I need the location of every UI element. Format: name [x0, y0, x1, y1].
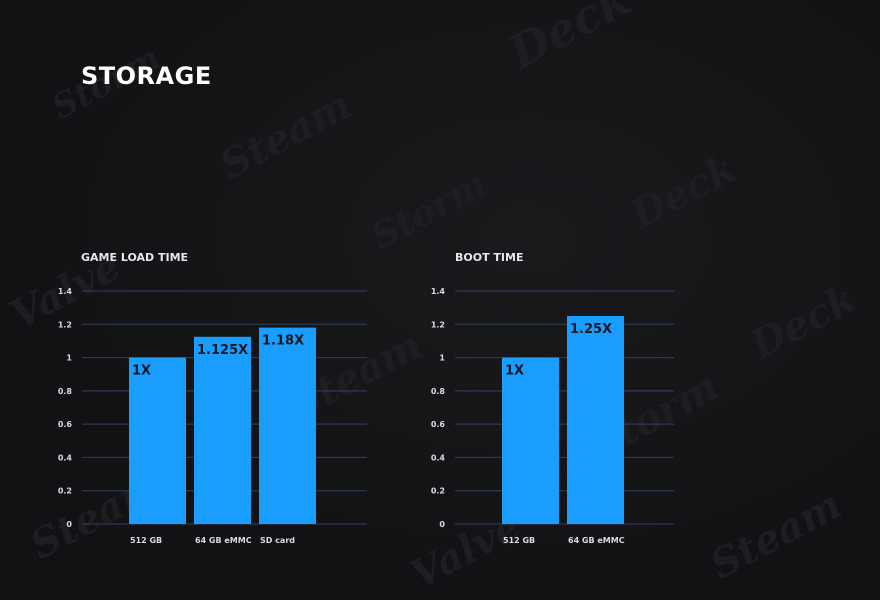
- page-title: STORAGE: [81, 62, 212, 90]
- game-load-bar-label: 1.125X: [197, 343, 248, 358]
- boot-y-tick-label: 1.4: [431, 287, 446, 296]
- boot-category-label: 512 GB: [503, 536, 535, 545]
- game-load-y-tick-label: 1.4: [58, 287, 73, 296]
- boot-y-tick-label: 1: [439, 354, 445, 363]
- boot-y-tick-label: 1.2: [431, 320, 445, 329]
- game-load-category-label: 512 GB: [130, 536, 162, 545]
- boot-y-tick-label: 0.8: [431, 387, 446, 396]
- game-load-y-tick-label: 0.8: [58, 387, 73, 396]
- boot-time-chart: BOOT TIME 0 0.2 0.4 0.6 0.8 1 1.2 1.4 1X 512 GB 1.2…: [431, 251, 674, 545]
- game-load-bar: [259, 327, 316, 524]
- game-load-y-tick-label: 1: [66, 354, 72, 363]
- boot-y-tick-label: 0.4: [431, 453, 446, 462]
- game-load-chart-title: GAME LOAD TIME: [81, 251, 188, 264]
- game-load-y-tick-label: 0: [66, 520, 72, 529]
- boot-bar: [567, 315, 624, 524]
- svg-text:Deck: Deck: [622, 145, 744, 240]
- boot-category-label: 64 GB eMMC: [568, 536, 625, 545]
- game-load-y-tick-label: 0.2: [58, 487, 72, 496]
- game-load-bar: [194, 336, 251, 524]
- game-load-bar-label: 1.18X: [262, 334, 304, 349]
- boot-y-tick-label: 0: [439, 520, 445, 529]
- boot-y-tick-label: 0.6: [431, 420, 446, 429]
- game-load-category-label: SD card: [260, 536, 295, 545]
- game-load-time-chart: GAME LOAD TIME 0 0.2 0.4 0.6 0.8 1 1.2 1.4 1X 512 …: [58, 251, 367, 545]
- boot-bar-label: 1.25X: [570, 322, 612, 337]
- svg-text:Steam: Steam: [213, 81, 360, 189]
- boot-y-tick-label: 0.2: [431, 487, 445, 496]
- boot-chart-title: BOOT TIME: [455, 251, 523, 264]
- game-load-y-tick-label: 0.4: [58, 453, 73, 462]
- game-load-bar-label: 1X: [132, 364, 151, 379]
- game-load-category-label: 64 GB eMMC: [195, 536, 252, 545]
- game-load-y-tick-label: 0.6: [58, 420, 73, 429]
- game-load-bar: [129, 357, 186, 524]
- svg-text:Deck: Deck: [498, 0, 639, 81]
- boot-bar: [502, 357, 559, 524]
- boot-bar-label: 1X: [505, 364, 524, 379]
- game-load-y-tick-label: 1.2: [58, 320, 72, 329]
